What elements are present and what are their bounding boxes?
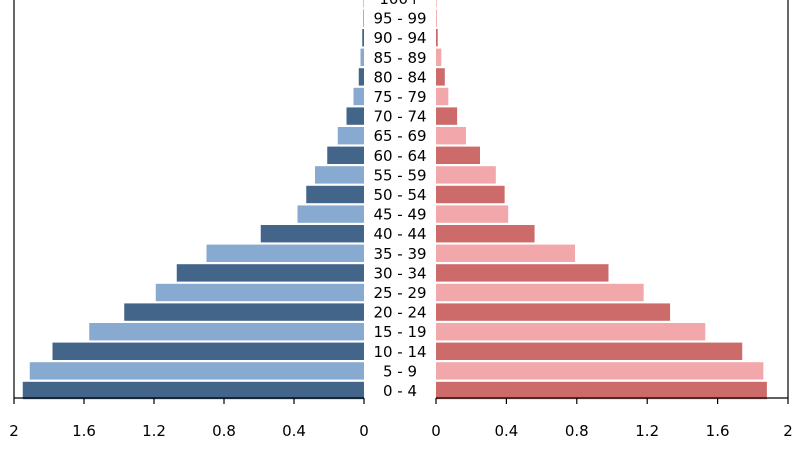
right-bar-95-99 <box>436 9 437 27</box>
right-bar-70-74 <box>436 107 458 125</box>
right-bar-85-89 <box>436 48 442 66</box>
right-bars-group <box>436 0 767 400</box>
left-bar-25-29 <box>155 283 364 302</box>
tick-label: 1.2 <box>142 422 166 440</box>
left-bar-30-34 <box>176 264 364 282</box>
right-bar-5-9 <box>436 362 764 380</box>
right-bar-15-19 <box>436 323 706 341</box>
age-label: 10 - 14 <box>373 343 426 361</box>
age-label: 25 - 29 <box>373 284 426 302</box>
age-label: 75 - 79 <box>373 88 426 106</box>
age-label: 35 - 39 <box>373 245 426 263</box>
age-label: 80 - 84 <box>373 68 426 86</box>
left-bar-60-64 <box>327 146 364 164</box>
age-label: 90 - 94 <box>373 29 426 47</box>
age-label: 100+ <box>379 0 420 8</box>
left-bar-70-74 <box>346 107 364 125</box>
right-bar-50-54 <box>436 185 505 204</box>
age-label: 65 - 69 <box>373 127 426 145</box>
left-bar-0-4 <box>22 381 364 400</box>
right-bar-35-39 <box>436 244 576 262</box>
right-bar-65-69 <box>436 127 466 145</box>
right-bar-10-14 <box>436 342 743 360</box>
age-label: 55 - 59 <box>373 166 426 184</box>
left-bar-10-14 <box>52 342 364 360</box>
left-bars-group <box>22 0 364 400</box>
tick-label: 0.4 <box>282 422 306 440</box>
left-bar-35-39 <box>206 244 364 262</box>
right-bar-30-34 <box>436 264 609 282</box>
tick-label: 0.8 <box>212 422 236 440</box>
tick-label: 2 <box>783 422 793 440</box>
right-bar-80-84 <box>436 68 445 86</box>
left-bar-5-9 <box>29 362 364 380</box>
tick-label: 0 <box>359 422 369 440</box>
right-bar-25-29 <box>436 283 644 302</box>
age-label: 60 - 64 <box>373 147 426 165</box>
left-bar-50-54 <box>306 185 364 204</box>
age-label: 95 - 99 <box>373 10 426 28</box>
left-x-axis: 2 1.6 1.2 0.8 0.4 0 <box>9 0 369 440</box>
age-label: 0 - 4 <box>383 382 417 400</box>
right-bar-90-94 <box>436 29 438 47</box>
left-bar-55-59 <box>315 166 364 184</box>
age-label: 40 - 44 <box>373 225 426 243</box>
age-label: 5 - 9 <box>383 362 417 380</box>
right-bar-75-79 <box>436 87 449 106</box>
right-bar-55-59 <box>436 166 496 184</box>
tick-label: 1.6 <box>72 422 96 440</box>
left-bar-45-49 <box>297 205 364 223</box>
right-bar-20-24 <box>436 303 671 321</box>
tick-label: 0 <box>431 422 441 440</box>
right-bar-60-64 <box>436 146 480 164</box>
left-bar-80-84 <box>358 68 364 86</box>
age-label: 30 - 34 <box>373 264 426 282</box>
age-label: 85 - 89 <box>373 49 426 67</box>
right-bar-40-44 <box>436 225 535 243</box>
tick-label: 1.2 <box>635 422 659 440</box>
tick-label: 0.8 <box>565 422 589 440</box>
age-label: 70 - 74 <box>373 108 426 126</box>
left-bar-20-24 <box>124 303 364 321</box>
left-bar-95-99 <box>363 9 364 27</box>
left-bar-15-19 <box>89 323 364 341</box>
age-label: 20 - 24 <box>373 304 426 322</box>
age-label: 15 - 19 <box>373 323 426 341</box>
tick-label: 1.6 <box>706 422 730 440</box>
left-bar-85-89 <box>360 48 364 66</box>
left-bar-75-79 <box>353 87 364 106</box>
right-bar-0-4 <box>436 381 767 400</box>
right-bar-45-49 <box>436 205 509 223</box>
right-x-axis: 0 0.4 0.8 1.2 1.6 2 <box>431 0 793 440</box>
age-label: 45 - 49 <box>373 206 426 224</box>
tick-label: 0.4 <box>494 422 518 440</box>
left-bar-65-69 <box>337 127 364 145</box>
age-label: 50 - 54 <box>373 186 426 204</box>
left-bar-90-94 <box>362 29 364 47</box>
tick-label: 2 <box>9 422 19 440</box>
left-bar-40-44 <box>260 225 364 243</box>
